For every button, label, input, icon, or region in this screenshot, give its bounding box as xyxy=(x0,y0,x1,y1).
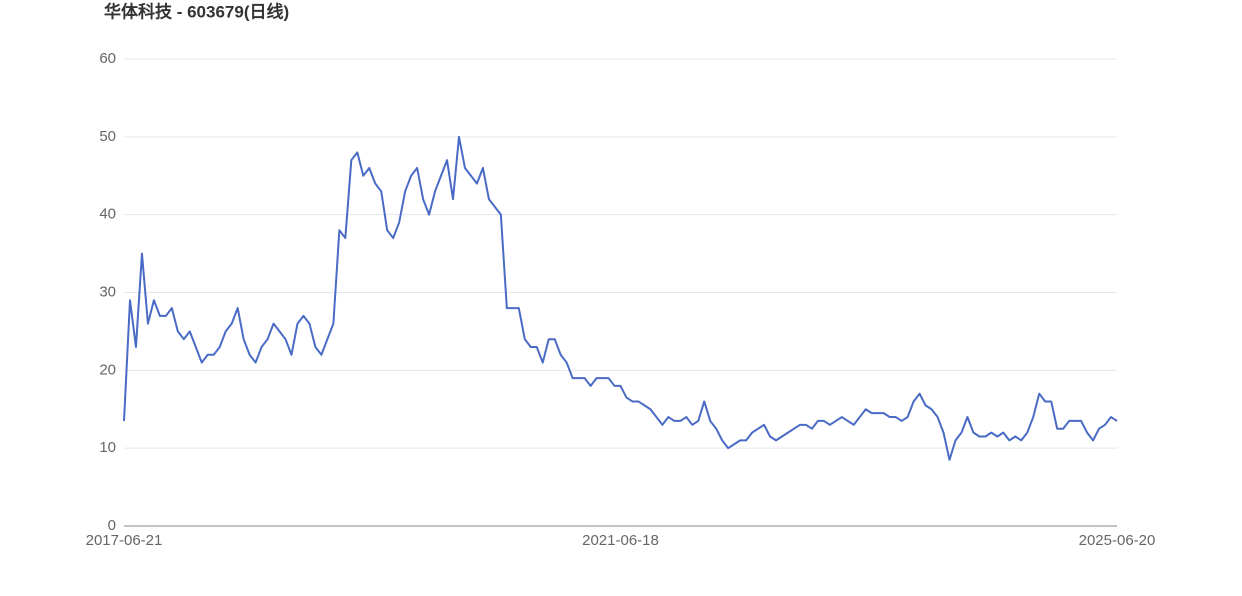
y-tick-label: 30 xyxy=(99,283,116,300)
y-tick-label: 20 xyxy=(99,361,116,378)
x-tick-label: 2017-06-21 xyxy=(86,532,163,549)
price-line xyxy=(123,135,1118,461)
y-tick-label: 50 xyxy=(99,128,116,145)
y-tick-label: 10 xyxy=(99,439,116,456)
x-tick-label: 2021-06-18 xyxy=(582,532,659,549)
y-tick-label: 40 xyxy=(99,206,116,223)
y-tick-label: 0 xyxy=(108,517,116,534)
x-tick-label: 2025-06-20 xyxy=(1079,532,1156,549)
y-tick-label: 60 xyxy=(99,50,116,67)
chart-title: 华体科技 - 603679(日线) xyxy=(104,1,289,21)
